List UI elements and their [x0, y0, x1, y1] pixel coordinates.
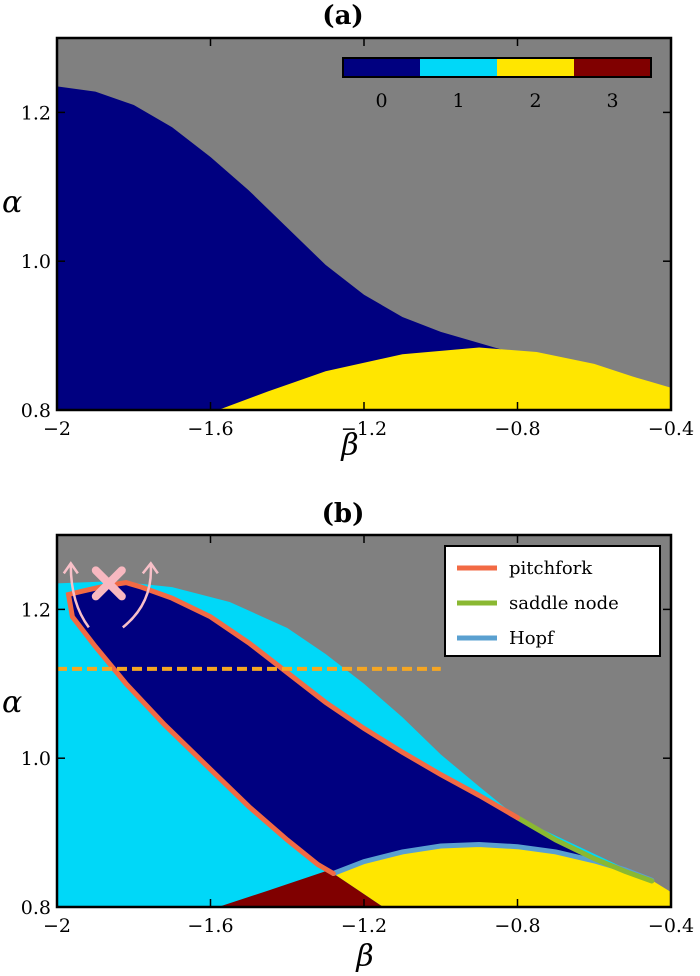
- panel-a-xtick-label: −0.8: [494, 418, 540, 440]
- legend-label: Hopf: [509, 628, 555, 649]
- region-3: [218, 871, 384, 907]
- panel-b-xlabel: β: [355, 939, 373, 974]
- saddle-node-curve: [515, 815, 655, 884]
- panel-b-ticks: −2 −1.6 −1.2 −0.8 −0.4 0.8 1.0 1.2: [21, 535, 694, 937]
- panel-a-xtick-label: −1.6: [187, 418, 233, 440]
- arrowhead-left: [62, 561, 79, 575]
- panel-b-title: (b): [322, 499, 365, 529]
- panel-a-ticks: −2 −1.6 −1.2 −0.8 −0.4 0.8 1.0 1.2: [21, 38, 694, 440]
- region-0: [57, 86, 671, 410]
- colorbar-label: 2: [529, 90, 541, 112]
- colorbar-segment: [343, 58, 420, 77]
- panel-a-ytick-label: 1.0: [21, 251, 51, 273]
- panel-b-ylabel: α: [2, 685, 22, 720]
- marker-arrows: [62, 561, 159, 629]
- colorbar-frame: [342, 57, 652, 78]
- panel-a: (a) −2 −1.6 −1.2 −0.8 −0.4 0.8 1.0 1.2 β α 0 1 2 3: [2, 1, 694, 463]
- pitchfork-curve: [65, 580, 336, 876]
- panel-b-xtick-label: −1.6: [187, 915, 233, 937]
- panel-a-xtick-label: −2: [43, 418, 71, 440]
- panel-b-xtick-label: −0.8: [494, 915, 540, 937]
- colorbar-segment: [574, 58, 651, 77]
- arrow-right: [122, 565, 153, 629]
- colorbar-segment: [420, 58, 497, 77]
- legend-label: pitchfork: [509, 558, 593, 579]
- colorbar-label: 0: [375, 90, 387, 112]
- panel-a-plot-area: [57, 38, 671, 410]
- region-2: [218, 347, 671, 410]
- pitchfork-curve: [123, 580, 520, 821]
- panel-b-ytick-label: 1.2: [21, 599, 51, 621]
- arrowhead-right: [141, 561, 159, 575]
- panel-a-title: (a): [322, 1, 363, 31]
- panel-a-xlabel: β: [340, 428, 358, 463]
- colorbar-label: 3: [606, 90, 618, 112]
- region-0: [68, 582, 652, 881]
- panel-a-ytick-label: 0.8: [21, 400, 51, 422]
- panel-b-xtick-label: −1.2: [341, 915, 387, 937]
- arrow-left: [69, 565, 90, 629]
- panel-b-ytick-label: 1.0: [21, 748, 51, 770]
- colorbar: 0 1 2 3: [342, 57, 652, 112]
- panel-b-ytick-label: 0.8: [21, 897, 51, 919]
- panel-a-xtick-label: −1.2: [341, 418, 387, 440]
- panel-b-plot-area: [57, 535, 671, 907]
- panel-b-xtick-label: −2: [43, 915, 71, 937]
- panel-b-xtick-label: −0.4: [648, 915, 694, 937]
- panel-a-ytick-label: 1.2: [21, 102, 51, 124]
- panel-b: (b) −2 −1.6 −1.2 −0.8 −0.4 0.8 1.0 1.2 β α pitc…: [2, 499, 694, 974]
- legend: pitchfork saddle node Hopf: [444, 545, 661, 657]
- panel-a-xtick-label: −0.4: [648, 418, 694, 440]
- legend-label: saddle node: [509, 593, 619, 614]
- marker-x: [91, 566, 126, 601]
- colorbar-segment: [497, 58, 574, 77]
- colorbar-label: 1: [452, 90, 464, 112]
- panel-a-ylabel: α: [2, 185, 22, 220]
